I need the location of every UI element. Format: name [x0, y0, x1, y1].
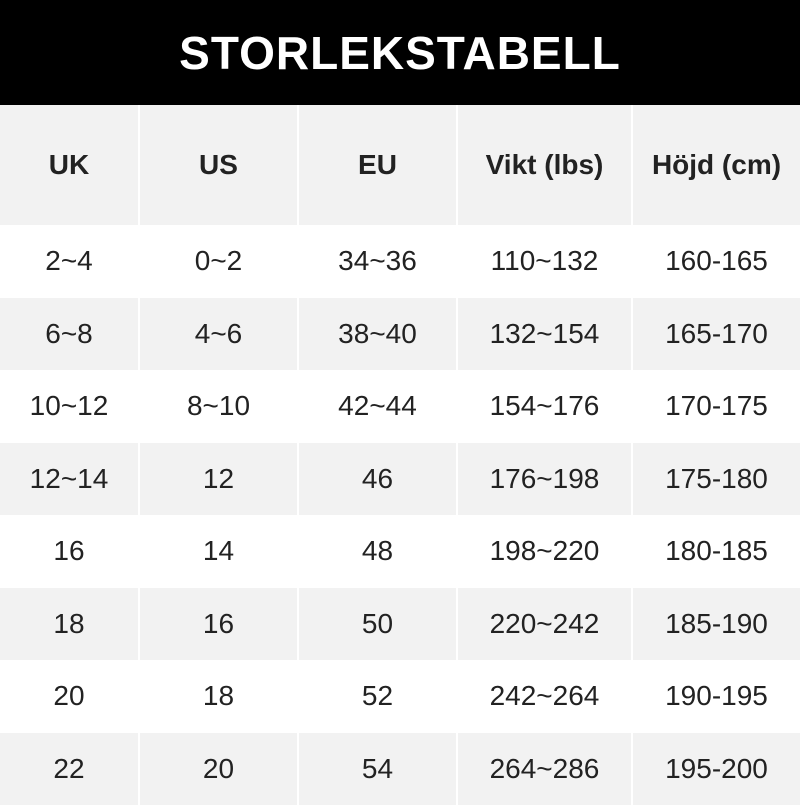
cell-height: 170-175: [632, 370, 800, 443]
cell-uk: 6~8: [0, 298, 139, 371]
cell-us: 20: [139, 733, 298, 805]
cell-us: 14: [139, 515, 298, 588]
cell-us: 4~6: [139, 298, 298, 371]
cell-eu: 48: [298, 515, 457, 588]
cell-eu: 52: [298, 660, 457, 733]
page-title: STORLEKSTABELL: [0, 0, 800, 105]
cell-uk: 18: [0, 588, 139, 661]
cell-uk: 22: [0, 733, 139, 805]
header-us: US: [139, 105, 298, 225]
cell-weight: 110~132: [457, 225, 632, 298]
cell-us: 18: [139, 660, 298, 733]
cell-weight: 176~198: [457, 443, 632, 516]
header-weight: Vikt (lbs): [457, 105, 632, 225]
cell-height: 180-185: [632, 515, 800, 588]
cell-uk: 20: [0, 660, 139, 733]
cell-weight: 220~242: [457, 588, 632, 661]
cell-eu: 50: [298, 588, 457, 661]
cell-uk: 12~14: [0, 443, 139, 516]
header-uk: UK: [0, 105, 139, 225]
cell-weight: 132~154: [457, 298, 632, 371]
cell-weight: 264~286: [457, 733, 632, 805]
cell-eu: 54: [298, 733, 457, 805]
cell-height: 175-180: [632, 443, 800, 516]
cell-eu: 46: [298, 443, 457, 516]
cell-uk: 16: [0, 515, 139, 588]
cell-height: 165-170: [632, 298, 800, 371]
cell-us: 0~2: [139, 225, 298, 298]
cell-height: 190-195: [632, 660, 800, 733]
cell-us: 12: [139, 443, 298, 516]
cell-uk: 2~4: [0, 225, 139, 298]
cell-height: 160-165: [632, 225, 800, 298]
cell-us: 16: [139, 588, 298, 661]
cell-uk: 10~12: [0, 370, 139, 443]
cell-eu: 42~44: [298, 370, 457, 443]
cell-weight: 198~220: [457, 515, 632, 588]
cell-eu: 38~40: [298, 298, 457, 371]
cell-eu: 34~36: [298, 225, 457, 298]
header-row: UK US EU Vikt (lbs) Höjd (cm): [0, 105, 800, 225]
cell-us: 8~10: [139, 370, 298, 443]
cell-height: 185-190: [632, 588, 800, 661]
cell-weight: 154~176: [457, 370, 632, 443]
cell-weight: 242~264: [457, 660, 632, 733]
cell-height: 195-200: [632, 733, 800, 805]
header-height: Höjd (cm): [632, 105, 800, 225]
header-eu: EU: [298, 105, 457, 225]
